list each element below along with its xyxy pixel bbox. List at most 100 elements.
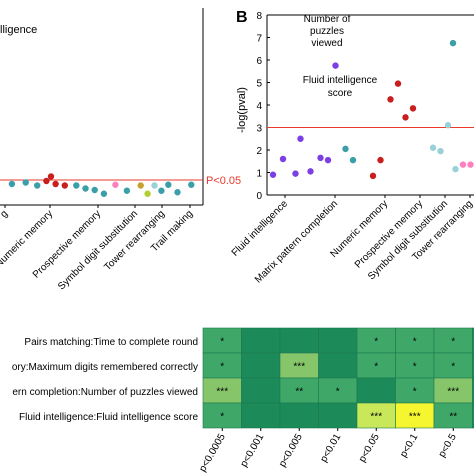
y-tick-label: 1 [256,169,262,180]
heatmap-cell-label: * [413,362,417,373]
y-tick-label: 0 [256,191,262,202]
heatmap-cell [472,377,474,404]
scatter-point [452,165,459,173]
scatter-point [332,62,339,69]
y-tick-label: 4 [256,101,262,112]
scatter-point [369,172,377,180]
scatter-point [317,154,324,162]
heatmap-col-labels: p<0.0005 p<0.001 p<0.005 p<0.01 p<0.05 p<0.1 p… [197,428,459,474]
panel-b-y-ticks: 0 1 2 3 4 5 6 7 8 [256,11,270,202]
panel-a-threshold-label: P<0.05 [206,175,241,187]
scatter-point [34,182,41,189]
scatter-point [52,180,59,188]
panel-b-annotation-fluid: Fluid intelligence score [303,75,378,99]
heatmap-col-label: p<0.5 [437,432,459,460]
scatter-point [47,173,55,180]
scatter-point [377,156,384,164]
scatter-point [100,190,108,197]
scatter-point [91,186,98,194]
heatmap-col-label: p<0.001 [239,432,267,469]
scatter-point [342,145,349,153]
scatter-point [137,182,144,189]
heatmap-cell [202,327,242,354]
heatmap-col-label: p<0.0005 [197,432,228,474]
panel-b-ylabel: -log(pval) [236,87,248,133]
heatmap-cell [472,402,474,429]
heatmap-col-label: p<0.005 [277,432,305,469]
scatter-point [61,182,68,189]
scatter-point [8,180,16,188]
scatter-point [158,187,165,194]
scatter-point [297,135,304,142]
heatmap-cell [279,402,319,429]
annotation-fluid-line-1: Fluid intelligence [303,75,378,86]
heatmap-cell-label: *** [447,387,459,398]
annotation-puzzles-line-3: viewed [311,38,342,49]
heatmap-col-label: p<0.01 [318,432,343,465]
heatmap-cell [318,377,358,404]
heatmap-row-label: ern completion:Number of puzzles viewed [12,387,198,398]
x-tick-label: g [0,208,10,220]
heatmap-row-label: ory:Maximum digits remembered correctly [12,362,198,373]
scatter-point [324,156,332,164]
heatmap-cell-label: * [336,387,340,398]
heatmap-cell-label: * [374,337,378,348]
heatmap-cell-label: ** [295,387,303,398]
heatmap-cell-label: * [220,337,224,348]
scatter-point [82,185,89,192]
heatmap-row-label: Fluid intelligence:Fluid intelligence sc… [19,412,198,423]
heatmap-cell [433,352,473,379]
panel-c-heatmap: * * * ** *** * * **** ** * * **** *** *** ** Pairs mat… [12,327,474,474]
scatter-point [269,171,277,178]
heatmap-cell-label: * [413,337,417,348]
heatmap-cell-label: * [451,362,455,373]
heatmap-cell [241,327,281,354]
scatter-point [409,105,417,112]
panel-b-letter: B [236,9,248,26]
heatmap-cell [318,402,358,429]
heatmap-cell-label: *** [409,412,421,423]
heatmap-cell [356,352,396,379]
heatmap-cell-label: * [451,337,455,348]
scatter-point [112,181,119,188]
heatmap-cell [356,327,396,354]
panel-b: B -log(pval) 0 1 2 3 4 5 6 7 8 Fluid intelligenc… [230,9,474,286]
heatmap-row-label: Pairs matching:Time to complete round [24,337,198,348]
annotation-puzzles-line-2: puzzles [310,26,344,37]
heatmap-cell-label: * [374,362,378,373]
scatter-point [279,155,287,163]
heatmap-cell-label: *** [216,387,228,398]
scatter-point [402,114,409,121]
heatmap-cell [472,327,474,354]
heatmap-col-label: p<0.05 [357,432,382,465]
heatmap-cell [472,352,474,379]
heatmap-cell [202,352,242,379]
heatmap-cell-label: * [220,412,224,423]
heatmap-cell-label: * [413,387,417,398]
heatmap-cells: * * * ** *** * * **** ** * * **** *** *** ** [202,327,474,429]
y-tick-label: 7 [256,34,262,45]
heatmap-cell [318,352,358,379]
heatmap-cell-label: * [220,362,224,373]
y-tick-label: 8 [256,11,262,22]
scatter-point [144,190,151,197]
scatter-point [394,80,402,87]
scatter-point [349,156,357,164]
scatter-point [174,189,181,196]
heatmap-cell [279,352,319,379]
scatter-point [22,179,29,186]
heatmap-cell [395,402,435,429]
scatter-point [467,161,474,168]
heatmap-cell [241,402,281,429]
scatter-point [43,177,50,185]
heatmap-cell [395,377,435,404]
heatmap-cell [279,377,319,404]
heatmap-cell [318,327,358,354]
heatmap-cell-label: *** [293,362,305,373]
y-tick-label: 3 [256,124,262,135]
scatter-point [449,39,457,47]
